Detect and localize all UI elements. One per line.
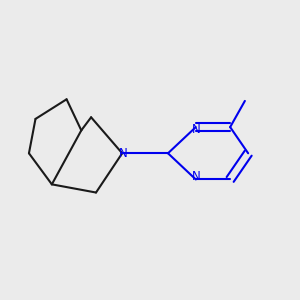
Text: N: N: [191, 123, 200, 136]
Text: N: N: [191, 170, 200, 183]
Text: N: N: [118, 147, 127, 160]
